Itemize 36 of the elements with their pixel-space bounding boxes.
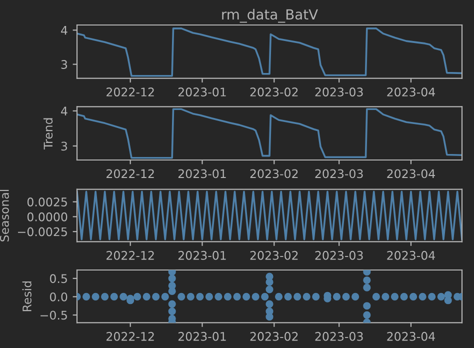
- chart-title: rm_data_BatV: [222, 8, 318, 23]
- y-tick-label: 3: [61, 60, 68, 69]
- y-tick-label: 0.0025: [27, 198, 67, 206]
- x-tick-label: 2022-12: [106, 169, 154, 178]
- y-axis-title: Resid: [22, 281, 32, 312]
- x-tick-label: 2023-04: [387, 332, 435, 341]
- x-tick-label: 2023-03: [315, 169, 363, 178]
- x-tick-label: 2023-01: [178, 332, 226, 341]
- line-series: [77, 28, 462, 77]
- y-tick-label: 3: [61, 142, 68, 151]
- x-tick-label: 2023-03: [315, 88, 363, 96]
- x-tick-label: 2023-04: [387, 250, 435, 260]
- y-tick-label: −0.0025: [18, 227, 67, 236]
- x-tick-label: 2023-01: [178, 88, 226, 96]
- y-tick-label: 4: [61, 106, 68, 116]
- x-tick-label: 2023-02: [250, 169, 298, 178]
- x-tick-label: 2023-02: [250, 250, 298, 260]
- x-tick-label: 2023-02: [250, 88, 298, 96]
- x-tick-label: 2023-01: [178, 169, 226, 178]
- y-axis-title: Trend: [43, 118, 53, 150]
- x-tick-label: 2023-02: [250, 332, 298, 341]
- x-tick-label: 2023-03: [315, 250, 363, 260]
- y-tick-label: 0.0: [50, 292, 68, 302]
- y-tick-label: 4: [61, 26, 68, 35]
- y-axis-title: Seasonal: [0, 190, 9, 242]
- x-tick-label: 2022-12: [106, 88, 154, 96]
- y-tick-label: 0.0000: [27, 212, 68, 222]
- x-tick-label: 2023-04: [387, 88, 435, 96]
- x-tick-label: 2022-12: [106, 250, 154, 260]
- x-tick-label: 2023-01: [178, 250, 226, 260]
- y-tick-label: 0.5: [50, 274, 67, 284]
- x-tick-label: 2022-12: [106, 332, 154, 341]
- x-tick-label: 2023-03: [315, 332, 363, 341]
- line-series: [77, 108, 462, 159]
- x-tick-label: 2023-04: [387, 169, 435, 178]
- y-tick-label: −0.5: [40, 310, 67, 320]
